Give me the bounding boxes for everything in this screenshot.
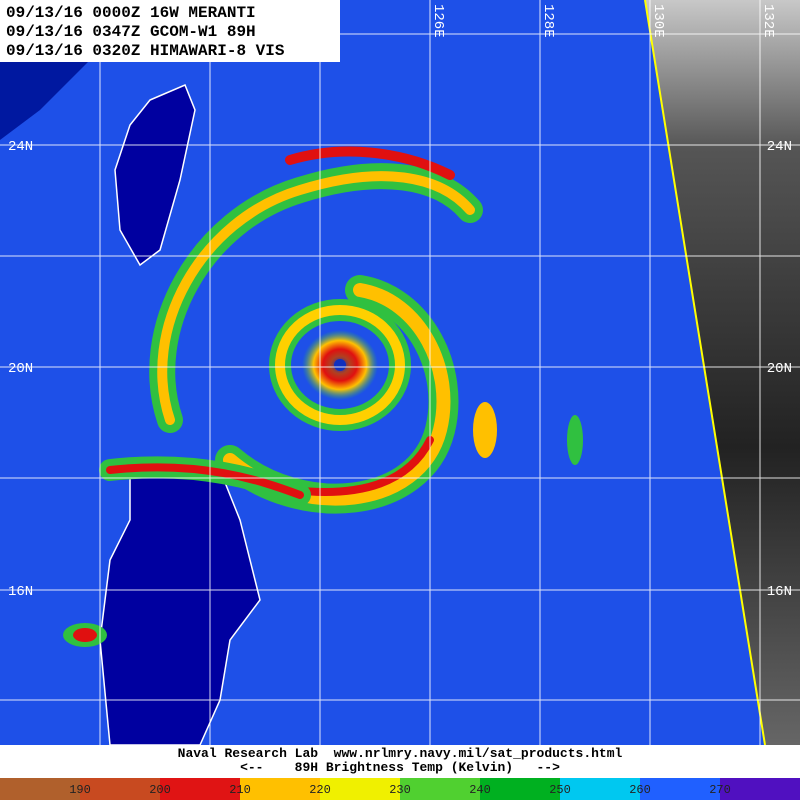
colorbar-segment [320,778,401,800]
lon-label: 128E [540,4,556,38]
header-line: 09/13/16 0000Z 16W MERANTI [6,4,256,22]
map [0,0,800,746]
colorbar-tick-label: 240 [469,783,491,797]
colorbar-segment [400,778,481,800]
header-box [0,0,340,62]
colorbar-tick-label: 270 [709,783,731,797]
colorbar-tick-label: 260 [629,783,651,797]
lat-label: 24N [8,139,33,155]
colorbar-segment [80,778,161,800]
lat-label: 20N [767,361,792,377]
colorbar-tick-label: 230 [389,783,411,797]
colorbar-tick-label: 200 [149,783,171,797]
lat-label: 16N [8,584,33,600]
colorbar-segment [560,778,641,800]
lat-label: 20N [8,361,33,377]
lon-label: 130E [650,4,666,38]
colorbar-segment [240,778,321,800]
lat-label: 24N [767,139,792,155]
colorbar-tick-label: 250 [549,783,571,797]
scale-title: <-- 89H Brightness Temp (Kelvin) --> [240,760,560,775]
colorbar-segment [640,778,721,800]
credit: Naval Research Lab www.nrlmry.navy.mil/s… [178,746,623,761]
lat-label: 16N [767,584,792,600]
colorbar-segment [0,778,81,800]
lon-label: 126E [430,4,446,38]
lon-label: 132E [760,4,776,38]
colorbar-tick-label: 190 [69,783,91,797]
colorbar-tick-label: 220 [309,783,331,797]
header-line: 09/13/16 0347Z GCOM-W1 89H [6,23,256,41]
header-line: 09/13/16 0320Z HIMAWARI-8 VIS [6,42,285,60]
colorbar-segment [160,778,241,800]
colorbar-tick-label: 210 [229,783,251,797]
colorbar-segment [720,778,800,800]
colorbar-segment [480,778,561,800]
